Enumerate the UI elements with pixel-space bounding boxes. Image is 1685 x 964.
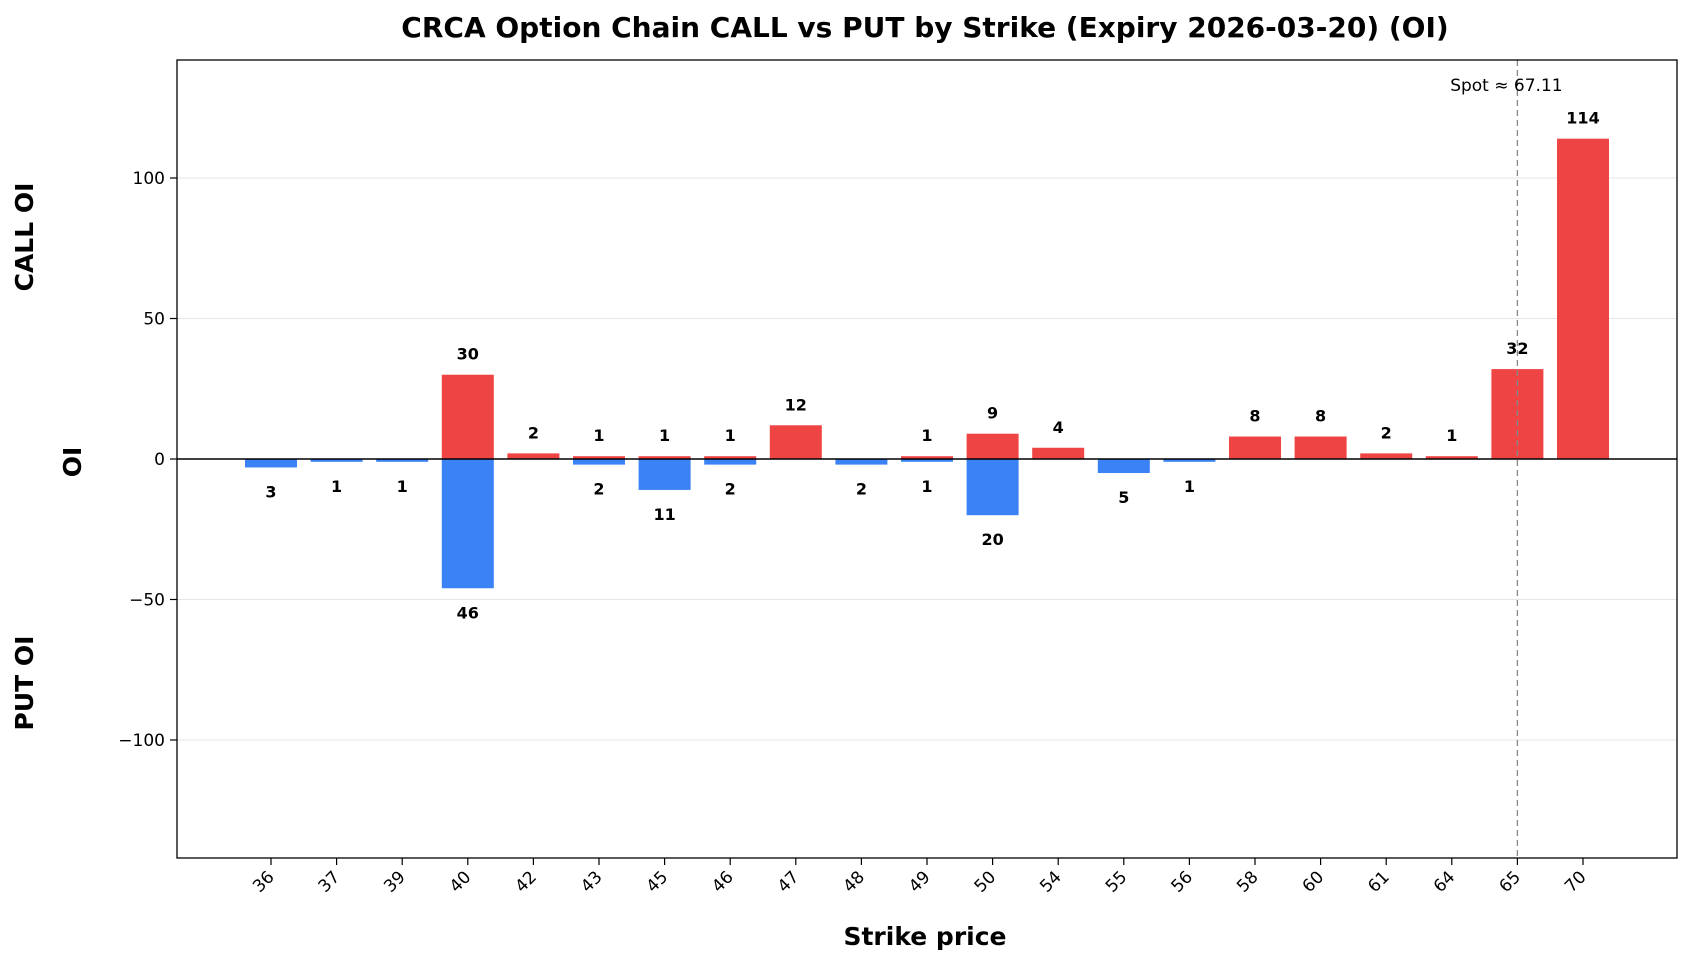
y-tick-label: 0 [154, 450, 165, 470]
call-bar [1425, 456, 1478, 459]
x-tick-label: 42 [511, 867, 540, 896]
put-bar [310, 459, 363, 462]
chart-title: CRCA Option Chain CALL vs PUT by Strike … [401, 11, 1448, 44]
call-bar [1557, 138, 1609, 459]
put-bar [376, 459, 429, 462]
call-bar-label: 114 [1566, 109, 1599, 128]
x-tick-label: 40 [446, 867, 475, 896]
call-bar [704, 456, 757, 459]
put-bar-label: 11 [653, 505, 675, 524]
x-tick-label: 70 [1561, 867, 1590, 896]
put-bar-label: 2 [725, 480, 736, 499]
put-oi-label: PUT OI [10, 636, 39, 731]
call-bar-label: 1 [1446, 426, 1457, 445]
put-bar [573, 459, 625, 465]
x-tick-label: 54 [1036, 867, 1065, 896]
put-bar-label: 1 [921, 477, 932, 496]
call-bar [769, 425, 822, 459]
grid-layer [177, 177, 1677, 741]
call-bar-label: 9 [987, 404, 998, 423]
y-tick-label: 100 [133, 169, 165, 189]
put-bar-label: 1 [1184, 477, 1195, 496]
call-bar-label: 2 [528, 423, 539, 442]
put-bar-label: 5 [1118, 488, 1129, 507]
y-axis-label: OI [58, 447, 87, 478]
call-bar [966, 433, 1019, 459]
call-bar-label: 8 [1315, 407, 1326, 426]
x-tick-label: 49 [905, 867, 934, 896]
y-tick-label: 50 [143, 310, 165, 330]
call-bar-label: 1 [725, 426, 736, 445]
y-tick-label: −50 [129, 590, 165, 610]
call-oi-label: CALL OI [10, 183, 39, 292]
x-tick-label: 46 [708, 867, 737, 896]
x-axis-label: Strike price [843, 922, 1006, 951]
call-bar [638, 456, 691, 459]
call-bar-label: 4 [1053, 418, 1064, 437]
x-tick-label: 37 [315, 867, 344, 896]
x-tick-label: 48 [839, 867, 868, 896]
put-bar [1163, 459, 1216, 462]
put-bar [966, 459, 1019, 516]
put-bar-label: 1 [397, 477, 408, 496]
x-tick-label: 50 [971, 867, 1000, 896]
call-bar [1294, 436, 1347, 459]
put-bar [835, 459, 888, 465]
call-bar-label: 32 [1506, 339, 1528, 358]
x-tick-label: 55 [1102, 867, 1131, 896]
x-tick-label: 36 [249, 867, 278, 896]
call-bar-label: 30 [457, 345, 479, 364]
spot-annotation: Spot ≈ 67.11 [1450, 76, 1562, 96]
call-bar-label: 12 [785, 395, 807, 414]
put-bar [901, 459, 953, 462]
call-bar [901, 456, 953, 459]
x-tick-label: 61 [1364, 867, 1393, 896]
put-bar-label: 2 [593, 480, 604, 499]
call-bar [507, 453, 560, 459]
call-bar [1229, 436, 1281, 459]
x-tick-label: 60 [1299, 867, 1328, 896]
y-tick-label: −100 [118, 731, 165, 751]
put-bar-label: 20 [981, 530, 1003, 549]
x-tick-label: 58 [1233, 867, 1262, 896]
put-bar-label: 3 [265, 482, 276, 501]
x-tick-label: 64 [1430, 867, 1459, 896]
put-bar [1097, 459, 1150, 474]
x-tick-label: 56 [1167, 867, 1196, 896]
call-bar-label: 2 [1381, 423, 1392, 442]
put-bar [441, 459, 494, 589]
x-tick-label: 39 [380, 867, 409, 896]
put-bar-label: 1 [331, 477, 342, 496]
bars-layer [245, 138, 1609, 589]
call-bar [441, 374, 494, 459]
x-tick-label: 45 [643, 867, 672, 896]
call-bar [573, 456, 625, 459]
call-bar [1032, 447, 1085, 459]
put-bar-label: 2 [856, 480, 867, 499]
put-bar [638, 459, 691, 490]
x-tick-label: 47 [774, 867, 803, 896]
call-bar-label: 8 [1249, 407, 1260, 426]
call-bar-label: 1 [659, 426, 670, 445]
put-bar [704, 459, 757, 465]
put-bar-label: 46 [457, 603, 479, 622]
put-bar [245, 459, 297, 468]
x-tick-label: 65 [1495, 867, 1524, 896]
call-bar-label: 1 [593, 426, 604, 445]
call-bar [1360, 453, 1413, 459]
call-bar-label: 1 [921, 426, 932, 445]
x-tick-label: 43 [577, 867, 606, 896]
